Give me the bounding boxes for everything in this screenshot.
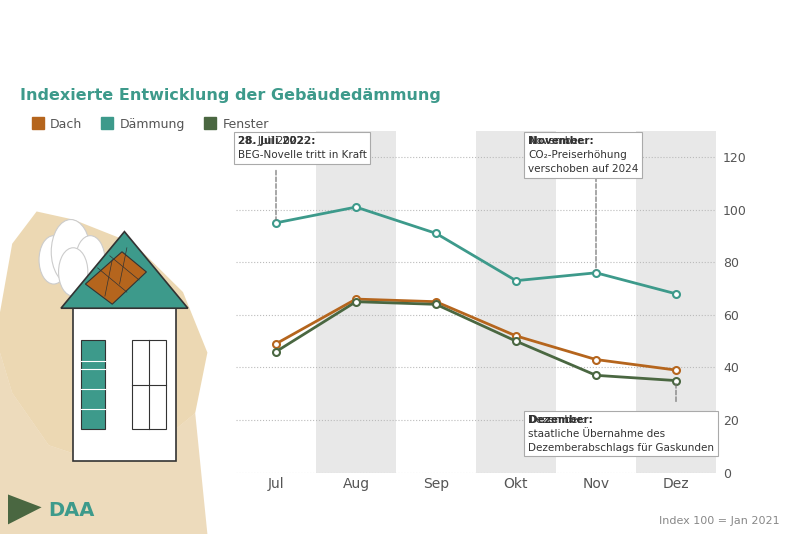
FancyBboxPatch shape — [81, 341, 105, 429]
FancyBboxPatch shape — [74, 308, 176, 461]
Text: Index 100 = Jan 2021: Index 100 = Jan 2021 — [659, 516, 780, 526]
Text: November:
CO₂-Preiserhöhung
verschoben auf 2024: November: CO₂-Preiserhöhung verschoben a… — [528, 136, 638, 174]
Text: Indexierte Entwicklung der Gebäudedämmung: Indexierte Entwicklung der Gebäudedämmun… — [20, 88, 441, 103]
Text: DAA DämmIndex: DAA DämmIndex — [17, 29, 292, 57]
FancyBboxPatch shape — [132, 341, 166, 429]
Bar — [476, 131, 556, 473]
Circle shape — [58, 248, 88, 296]
Polygon shape — [61, 232, 188, 308]
Text: November:: November: — [529, 136, 594, 146]
Legend: Dach, Dämmung, Fenster: Dach, Dämmung, Fenster — [26, 113, 274, 136]
Text: 28. Juli 2022:
BEG-Novelle tritt in Kraft: 28. Juli 2022: BEG-Novelle tritt in Kraf… — [238, 136, 366, 160]
Text: 28. Juli 2022:: 28. Juli 2022: — [238, 136, 316, 146]
Text: DAA: DAA — [48, 501, 94, 520]
Text: Dezember:: Dezember: — [529, 415, 593, 425]
Polygon shape — [8, 494, 42, 524]
Circle shape — [51, 219, 90, 284]
Polygon shape — [0, 352, 207, 534]
Polygon shape — [86, 252, 146, 304]
Circle shape — [76, 235, 105, 284]
Text: Dezember:
staatliche Übernahme des
Dezemberabschlags für Gaskunden: Dezember: staatliche Übernahme des Dezem… — [528, 415, 714, 453]
Text: 2. HJ: 2. HJ — [706, 12, 778, 41]
Text: 2022: 2022 — [715, 50, 769, 69]
Bar — [316, 131, 396, 473]
Bar — [636, 131, 716, 473]
Circle shape — [39, 235, 68, 284]
Polygon shape — [0, 211, 207, 461]
